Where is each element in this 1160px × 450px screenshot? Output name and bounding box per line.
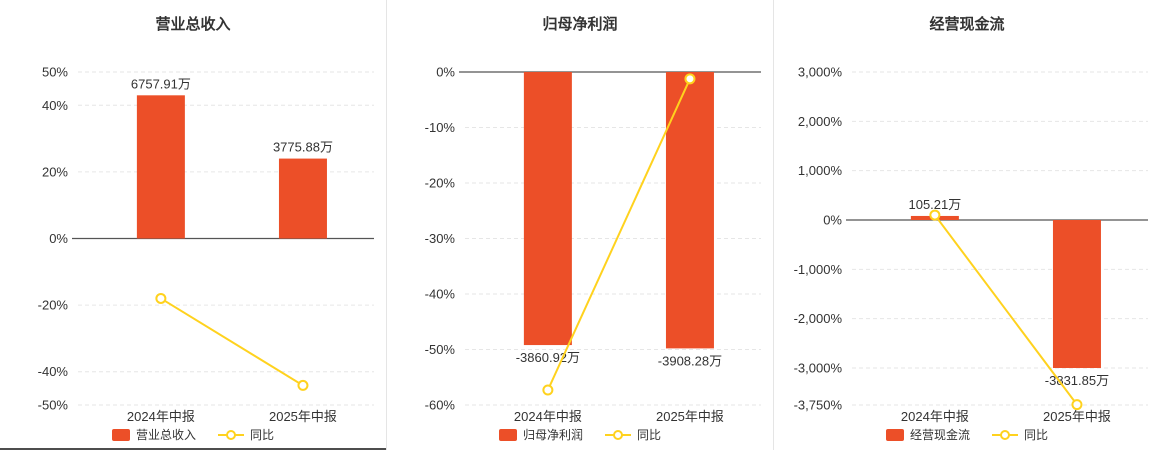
bar: [665, 72, 714, 349]
bar-value-label: -3908.28万: [658, 353, 722, 368]
legend-label: 同比: [637, 428, 662, 442]
legend-label: 营业总收入: [135, 428, 196, 442]
y-tick-label: 1,000%: [798, 163, 843, 178]
bar-series-swatch: [111, 428, 130, 441]
cashflow-chart-canvas: 3,000% 2,000% 1,000% 0% -1,000% -2,000% -3,000…: [794, 65, 1148, 424]
y-tick-label: -2,000%: [794, 311, 843, 326]
yoy-line-swatch-circle: [613, 429, 623, 440]
bar: [136, 95, 185, 239]
bar-value-label: 3775.88万: [273, 140, 333, 155]
chart-legend: 归母净利润 同比: [387, 426, 773, 443]
bar: [278, 158, 327, 239]
x-axis-label: 2025年中报: [656, 409, 724, 424]
y-tick-label: 0%: [823, 213, 842, 228]
y-tick-label: 20%: [42, 164, 68, 179]
y-tick-label: -1,000%: [794, 262, 843, 277]
x-axis-label: 2025年中报: [1043, 409, 1111, 424]
y-tick-label: -20%: [38, 298, 69, 313]
yoy-marker: [684, 73, 696, 85]
legend-label: 归母净利润: [522, 428, 583, 442]
chart-title: 经营现金流: [929, 16, 1005, 33]
bar-value-label: -3860.92万: [516, 350, 580, 365]
legend-label: 经营现金流: [909, 428, 970, 442]
panel-operating-cashflow: 经营现金流 3,000% 2,000% 1,000% 0% -1,000% -2,000%…: [773, 0, 1160, 450]
chart-title: 营业总收入: [155, 16, 231, 33]
net-profit-chart-canvas: 0% -10% -20% -30% -40% -50% -60% 2024年中报 2025年中报…: [425, 65, 761, 424]
y-tick-label: 0%: [436, 65, 455, 80]
yoy-marker: [297, 379, 309, 391]
yoy-marker: [155, 292, 167, 304]
yoy-line-swatch-circle: [226, 429, 236, 440]
bar-value-label: 105.21万: [908, 197, 961, 212]
y-tick-label: 40%: [42, 98, 68, 113]
bar: [1052, 220, 1101, 368]
y-tick-label: -3,000%: [794, 361, 843, 376]
y-tick-label: -40%: [425, 287, 456, 302]
legend-item-bar-series[interactable]: 归母净利润: [498, 426, 583, 443]
y-tick-label: 2,000%: [798, 114, 843, 129]
legend-item-bar-series[interactable]: 营业总收入: [111, 426, 196, 443]
chart-legend: 经营现金流 同比: [774, 426, 1160, 443]
y-tick-label: 3,000%: [798, 65, 843, 80]
y-tick-label: -30%: [425, 231, 456, 246]
bar-series-swatch: [885, 428, 904, 441]
y-tick-label: -50%: [38, 398, 69, 413]
y-tick-label: -20%: [425, 176, 456, 191]
yoy-marker: [929, 209, 941, 221]
yoy-line-swatch: [605, 429, 631, 441]
yoy-line-swatch: [992, 429, 1018, 441]
x-axis-label: 2024年中报: [514, 409, 582, 424]
yoy-line: [160, 297, 304, 387]
y-tick-label: -10%: [425, 120, 456, 135]
yoy-marker: [1071, 399, 1083, 411]
yoy-line-swatch-circle: [1000, 429, 1010, 440]
legend-label: 同比: [1024, 428, 1049, 442]
horizontal-scrollbar[interactable]: [0, 448, 386, 450]
y-tick-label: -40%: [38, 364, 69, 379]
y-tick-label: -60%: [425, 398, 456, 413]
legend-item-bar-series[interactable]: 经营现金流: [885, 426, 970, 443]
bar-value-label: 6757.91万: [131, 76, 191, 91]
chart-title: 归母净利润: [542, 16, 618, 33]
bar-series-swatch: [498, 428, 517, 441]
yoy-marker: [542, 384, 554, 396]
x-axis-label: 2025年中报: [269, 409, 337, 424]
legend-item-yoy-line[interactable]: 同比: [605, 426, 661, 443]
x-axis-label: 2024年中报: [901, 409, 969, 424]
x-axis-label: 2024年中报: [127, 409, 195, 424]
bar: [523, 72, 572, 346]
legend-item-yoy-line[interactable]: 同比: [992, 426, 1048, 443]
panel-net-profit: 归母净利润 0% -10% -20% -30% -40% -50% -60% 2024年中报 2…: [386, 0, 773, 450]
y-tick-label: 0%: [49, 231, 68, 246]
y-tick-label: -50%: [425, 342, 456, 357]
yoy-line: [934, 214, 1078, 406]
chart-legend: 营业总收入 同比: [0, 426, 386, 443]
panel-revenue: 营业总收入 50% 40% 20% 0% -20% -40% -50% 2024年中报 2025…: [0, 0, 386, 450]
revenue-chart-canvas: 50% 40% 20% 0% -20% -40% -50% 2024年中报 2025年中报 675…: [38, 65, 374, 424]
yoy-line: [546, 78, 691, 391]
legend-item-yoy-line[interactable]: 同比: [218, 426, 274, 443]
y-tick-label: -3,750%: [794, 398, 843, 413]
y-tick-label: 50%: [42, 65, 68, 80]
yoy-line-swatch: [218, 429, 244, 441]
legend-label: 同比: [250, 428, 275, 442]
